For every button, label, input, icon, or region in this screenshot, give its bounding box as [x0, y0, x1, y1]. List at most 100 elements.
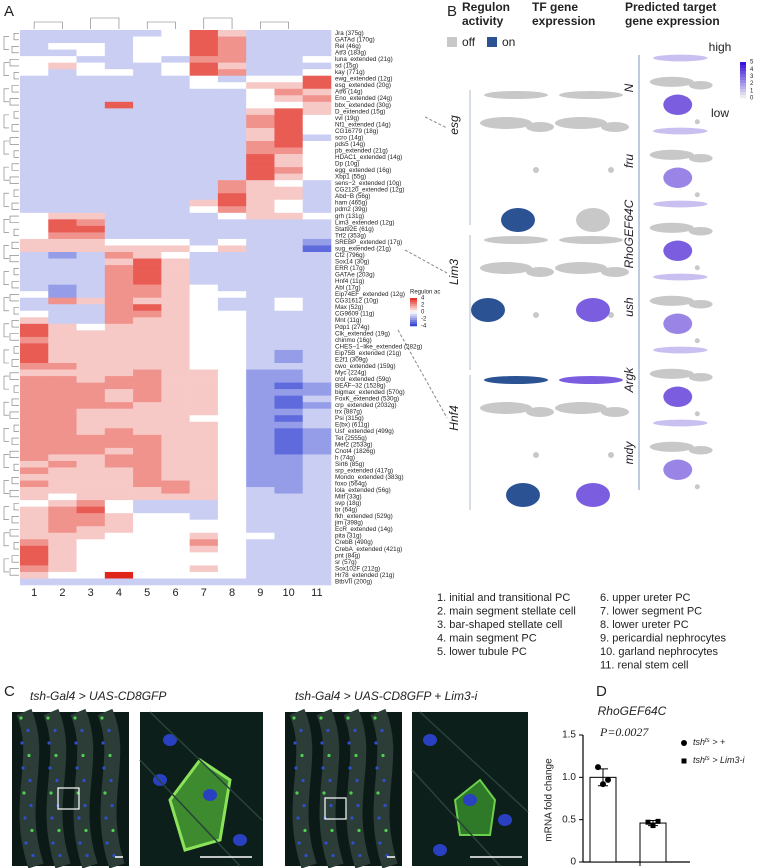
heatmap-cell	[161, 167, 190, 174]
heatmap-cell	[302, 376, 332, 383]
umap-cluster	[533, 167, 539, 173]
heatmap-cell	[133, 565, 162, 573]
heatmap-cell	[161, 108, 190, 116]
dendrogram-branch	[11, 124, 19, 132]
nucleus	[57, 828, 61, 833]
heatmap-cell	[104, 532, 134, 540]
umap-cluster	[653, 419, 708, 427]
heatmap-cell	[48, 304, 77, 312]
heatmap-cell	[217, 108, 247, 116]
heatmap-cell	[48, 75, 77, 83]
heatmap-cell	[104, 186, 134, 194]
heatmap-cell	[133, 69, 162, 77]
umap	[471, 236, 554, 322]
heatmap-cell	[302, 43, 332, 50]
heatmap-cell	[274, 408, 304, 416]
heatmap-cell	[246, 75, 275, 83]
row-label: Eno_extended (24g)	[335, 95, 392, 102]
legend-title: Regulon ac	[410, 290, 440, 296]
regulon-name: Lim3	[447, 259, 461, 285]
heatmap-cell	[274, 121, 304, 129]
heatmap-cell	[76, 56, 106, 63]
heatmap-cell	[161, 271, 190, 279]
heatmap-cell	[217, 369, 247, 377]
heatmap-cell	[189, 526, 219, 534]
heatmap-cell	[133, 428, 162, 436]
heatmap-cell	[76, 552, 106, 560]
heatmap-cell	[104, 258, 134, 266]
heatmap-cell	[76, 284, 106, 292]
heatmap-cell	[76, 545, 106, 553]
column-label: 11	[311, 587, 322, 599]
heatmap-cell	[161, 467, 190, 475]
heatmap-cell	[161, 69, 190, 77]
cell-membrane	[453, 778, 497, 836]
cell-type: 1. initial and transitional PC	[437, 592, 570, 604]
heatmap-cell	[104, 114, 134, 122]
heatmap-cell	[217, 493, 247, 501]
heatmap-cell	[161, 206, 190, 214]
row-label: Max (52g)	[335, 304, 363, 311]
heatmap-cell	[302, 193, 332, 201]
heatmap-cell	[274, 167, 304, 174]
umap-cluster	[653, 346, 708, 354]
heatmap-cell	[76, 43, 106, 50]
heatmap-cell	[48, 513, 77, 521]
heatmap-cell	[217, 154, 247, 161]
umap-cluster	[601, 267, 629, 277]
legend-marker	[681, 740, 687, 746]
heatmap-cell	[48, 474, 77, 481]
nucleus	[50, 816, 54, 820]
nucleus	[294, 766, 298, 770]
heatmap-cell	[274, 506, 304, 514]
heatmap-cell	[189, 474, 219, 481]
row-label: Xbp1 (55g)	[335, 174, 366, 181]
heatmap-cell	[133, 441, 162, 449]
heatmap-cell	[189, 252, 219, 259]
heatmap-cell	[104, 95, 134, 103]
heatmap-cell	[189, 349, 219, 357]
heatmap-cell	[104, 121, 134, 129]
heatmap-cell	[161, 356, 190, 364]
heatmap-cell	[246, 421, 275, 429]
heatmap-cell	[246, 271, 275, 279]
heatmap-cell	[217, 238, 247, 246]
target-name: RhoGEF64C	[622, 199, 636, 268]
heatmap-cell	[104, 225, 134, 233]
row-label: Psi (315g)	[335, 415, 364, 422]
heatmap-cell	[133, 173, 162, 181]
row-label: Eip74EF_extended (12g)	[335, 291, 405, 298]
tubule-outline	[411, 711, 529, 867]
heatmap-cell	[133, 186, 162, 194]
row-label: Abd−B (56g)	[335, 193, 371, 200]
row-label: Rel (46g)	[335, 43, 361, 50]
heatmap-cell	[302, 402, 332, 410]
row-label: Sox14 (30g)	[335, 258, 369, 265]
nucleus	[103, 791, 107, 795]
heatmap-cell	[133, 317, 162, 325]
heatmap-cell	[246, 36, 275, 44]
heatmap-cell	[48, 317, 77, 325]
heatmap-cell	[76, 225, 106, 233]
heatmap-cell	[161, 349, 190, 357]
heatmap-cell	[274, 278, 304, 285]
heatmap-cell	[20, 460, 49, 468]
umap-cluster	[649, 441, 694, 452]
target-name: mdy	[622, 441, 636, 465]
heatmap-cell	[302, 578, 332, 586]
heatmap-cell	[302, 36, 332, 44]
heatmap-cell	[246, 82, 275, 90]
heatmap-cell	[161, 552, 190, 560]
heatmap-cell	[189, 43, 219, 50]
heatmap-cell	[104, 415, 134, 423]
heatmap-cell	[104, 349, 134, 357]
heatmap-cell	[133, 284, 162, 292]
heatmap-cell	[246, 506, 275, 514]
nucleus	[303, 828, 307, 833]
heatmap-cell	[274, 193, 304, 201]
heatmap-cell	[246, 480, 275, 488]
dendrogram-branch	[11, 85, 19, 93]
scale-gradient	[740, 95, 746, 99]
nucleus	[374, 741, 378, 745]
heatmap-cell	[104, 154, 134, 161]
